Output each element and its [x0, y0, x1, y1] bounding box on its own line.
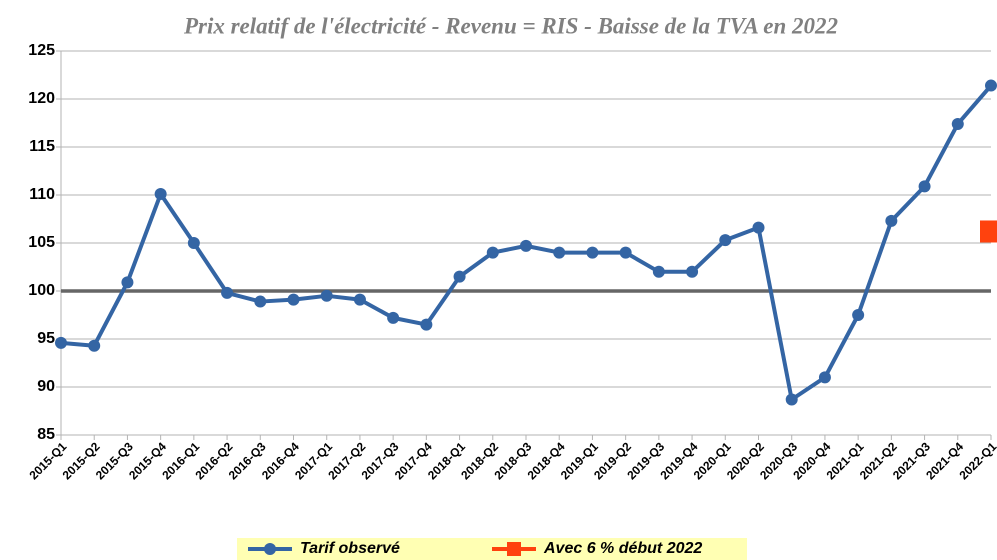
point [88, 339, 101, 352]
point [187, 237, 200, 249]
point [885, 214, 898, 227]
point [486, 246, 499, 259]
point [652, 265, 665, 278]
y-tick-label: 105 [28, 234, 55, 251]
y-tick-label: 110 [29, 186, 55, 203]
point [121, 276, 134, 289]
point [420, 318, 433, 331]
point [320, 289, 333, 302]
point [852, 309, 865, 321]
point [752, 221, 765, 234]
y-tick-label: 100 [28, 282, 55, 299]
y-tick-label: 95 [37, 330, 55, 347]
point [686, 265, 699, 278]
point [221, 286, 234, 299]
legend-marker [507, 542, 521, 556]
point [918, 180, 931, 193]
y-tick-label: 85 [37, 426, 55, 443]
legend-label: Avec 6 % début 2022 [543, 540, 702, 557]
y-tick-label: 115 [29, 138, 55, 155]
point [154, 188, 167, 201]
point [520, 239, 532, 252]
point [719, 234, 732, 247]
point [287, 293, 300, 306]
legend-marker [264, 543, 276, 555]
y-tick-label: 120 [28, 90, 55, 107]
y-tick-label: 125 [28, 42, 55, 59]
point [586, 246, 599, 259]
point [453, 270, 466, 283]
y-tick-label: 90 [37, 378, 55, 395]
point [55, 336, 67, 349]
point [985, 79, 997, 92]
point [619, 246, 632, 259]
chart-title: Prix relatif de l'électricité - Revenu =… [183, 13, 838, 38]
point [818, 371, 831, 384]
point [951, 117, 964, 130]
point [980, 220, 997, 243]
point [353, 293, 366, 306]
x-tick-label: 2022-Q1 [956, 439, 997, 482]
point [387, 311, 400, 324]
point [254, 295, 267, 308]
point [553, 246, 566, 259]
point [785, 393, 798, 406]
legend-label: Tarif observé [300, 540, 400, 557]
